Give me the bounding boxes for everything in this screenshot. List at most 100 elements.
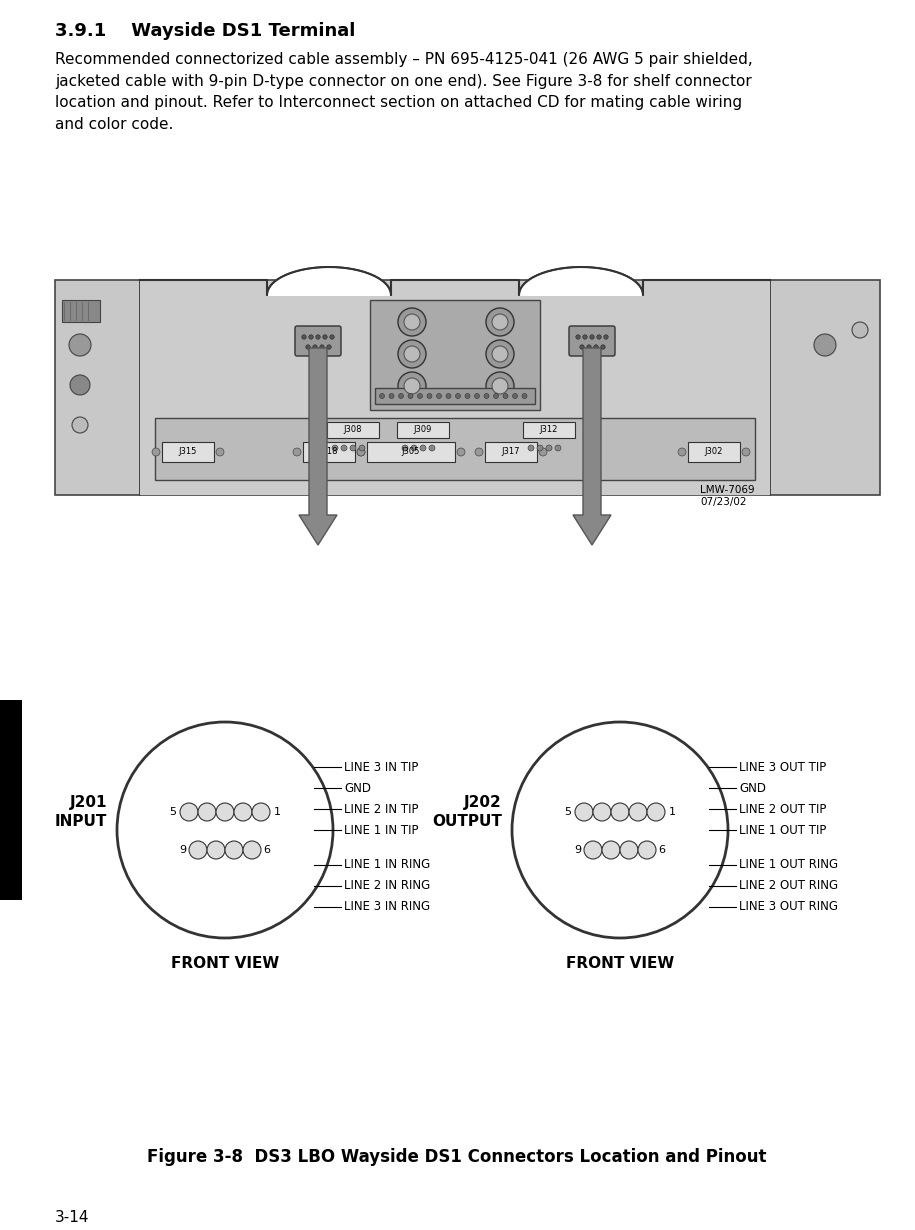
Text: J315: J315: [178, 448, 198, 456]
Circle shape: [512, 394, 518, 399]
Circle shape: [629, 803, 647, 820]
Text: LINE 1 OUT TIP: LINE 1 OUT TIP: [739, 824, 826, 836]
Circle shape: [852, 322, 868, 338]
Text: 6: 6: [659, 845, 665, 855]
Text: LINE 1 OUT RING: LINE 1 OUT RING: [739, 859, 838, 871]
Polygon shape: [140, 267, 770, 494]
Text: 1: 1: [669, 807, 675, 817]
Circle shape: [308, 335, 313, 339]
Text: Recommended connectorized cable assembly – PN 695-4125-041 (26 AWG 5 pair shield: Recommended connectorized cable assembly…: [55, 52, 753, 132]
Circle shape: [484, 394, 489, 399]
Text: LINE 3 IN RING: LINE 3 IN RING: [344, 900, 430, 913]
Circle shape: [475, 394, 479, 399]
Circle shape: [216, 448, 224, 456]
Text: LINE 1 IN TIP: LINE 1 IN TIP: [344, 824, 418, 836]
Circle shape: [302, 335, 307, 339]
Text: 5: 5: [565, 807, 572, 817]
Circle shape: [576, 335, 580, 339]
Circle shape: [590, 335, 594, 339]
Circle shape: [408, 394, 413, 399]
Bar: [485, 442, 537, 462]
Circle shape: [398, 371, 426, 400]
Circle shape: [225, 841, 243, 859]
Circle shape: [323, 335, 328, 339]
Text: 9: 9: [575, 845, 582, 855]
Bar: [62, 300, 100, 322]
Circle shape: [486, 339, 514, 368]
Circle shape: [69, 335, 91, 355]
Circle shape: [456, 394, 460, 399]
Circle shape: [638, 841, 656, 859]
Circle shape: [503, 394, 508, 399]
Circle shape: [198, 803, 216, 820]
Circle shape: [537, 445, 543, 451]
Circle shape: [417, 394, 423, 399]
Circle shape: [436, 394, 442, 399]
Circle shape: [243, 841, 261, 859]
Circle shape: [492, 314, 508, 330]
Circle shape: [380, 394, 384, 399]
Text: J308: J308: [344, 426, 362, 434]
Text: J317: J317: [501, 448, 521, 456]
Circle shape: [316, 335, 320, 339]
Polygon shape: [267, 267, 391, 295]
Text: J318: J318: [319, 448, 339, 456]
Circle shape: [398, 308, 426, 336]
Circle shape: [252, 803, 270, 820]
Circle shape: [357, 448, 365, 456]
Circle shape: [117, 722, 333, 938]
Text: 3-14: 3-14: [55, 1210, 90, 1225]
Text: FRONT VIEW: FRONT VIEW: [171, 956, 279, 970]
Text: J302: J302: [705, 448, 723, 456]
Bar: [375, 387, 535, 403]
Text: J309: J309: [414, 426, 432, 434]
Bar: [367, 442, 455, 462]
Circle shape: [678, 448, 686, 456]
Circle shape: [604, 335, 608, 339]
FancyArrow shape: [299, 348, 337, 545]
Circle shape: [594, 344, 598, 349]
Text: FRONT VIEW: FRONT VIEW: [565, 956, 674, 970]
Circle shape: [492, 346, 508, 362]
Text: LINE 1 IN RING: LINE 1 IN RING: [344, 859, 430, 871]
FancyArrow shape: [573, 348, 611, 545]
Circle shape: [327, 344, 331, 349]
Text: 5: 5: [169, 807, 177, 817]
Circle shape: [814, 335, 836, 355]
Circle shape: [457, 448, 465, 456]
FancyBboxPatch shape: [295, 326, 341, 355]
Text: LINE 2 OUT TIP: LINE 2 OUT TIP: [739, 803, 826, 815]
Circle shape: [399, 394, 404, 399]
Circle shape: [539, 448, 547, 456]
Circle shape: [512, 722, 728, 938]
Circle shape: [593, 803, 611, 820]
Text: LMW-7069
07/23/02: LMW-7069 07/23/02: [700, 485, 755, 507]
Circle shape: [486, 371, 514, 400]
Bar: [155, 418, 755, 480]
Circle shape: [398, 339, 426, 368]
Text: 1: 1: [274, 807, 281, 817]
Circle shape: [320, 344, 324, 349]
Text: J312: J312: [540, 426, 558, 434]
Circle shape: [555, 445, 561, 451]
Text: 9: 9: [179, 845, 187, 855]
Circle shape: [546, 445, 552, 451]
Circle shape: [528, 445, 534, 451]
Circle shape: [72, 417, 88, 433]
Circle shape: [587, 344, 591, 349]
Circle shape: [465, 394, 470, 399]
Text: 3.9.1    Wayside DS1 Terminal: 3.9.1 Wayside DS1 Terminal: [55, 22, 355, 41]
Circle shape: [402, 445, 408, 451]
Circle shape: [742, 448, 750, 456]
Circle shape: [293, 448, 301, 456]
Circle shape: [411, 445, 417, 451]
Circle shape: [189, 841, 207, 859]
Bar: [55, 280, 140, 494]
Bar: [327, 422, 379, 438]
Circle shape: [404, 378, 420, 394]
Text: LINE 3 OUT TIP: LINE 3 OUT TIP: [739, 761, 826, 774]
Bar: [770, 280, 880, 494]
Circle shape: [597, 335, 601, 339]
Circle shape: [475, 448, 483, 456]
Text: LINE 3 OUT RING: LINE 3 OUT RING: [739, 900, 838, 913]
